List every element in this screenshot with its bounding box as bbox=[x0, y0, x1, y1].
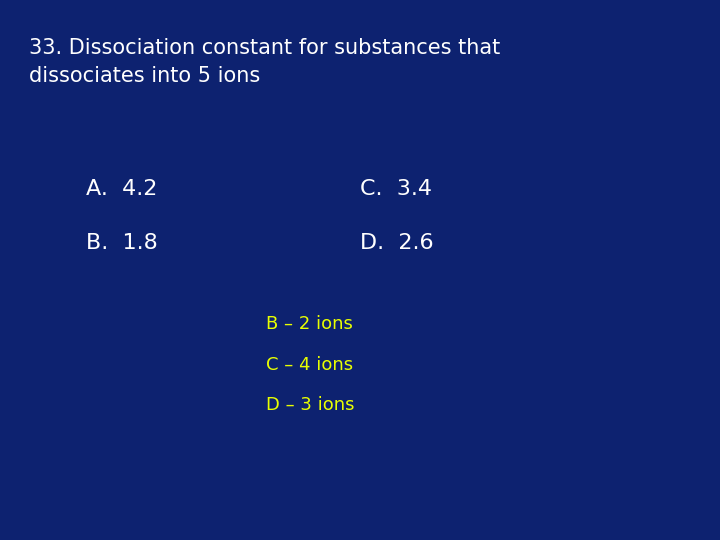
Text: D.  2.6: D. 2.6 bbox=[360, 233, 433, 253]
Text: B.  1.8: B. 1.8 bbox=[86, 233, 158, 253]
Text: C – 4 ions: C – 4 ions bbox=[266, 355, 354, 374]
Text: 33. Dissociation constant for substances that
dissociates into 5 ions: 33. Dissociation constant for substances… bbox=[29, 38, 500, 86]
Text: A.  4.2: A. 4.2 bbox=[86, 179, 158, 199]
Text: C.  3.4: C. 3.4 bbox=[360, 179, 432, 199]
Text: B – 2 ions: B – 2 ions bbox=[266, 315, 354, 333]
Text: D – 3 ions: D – 3 ions bbox=[266, 396, 355, 414]
